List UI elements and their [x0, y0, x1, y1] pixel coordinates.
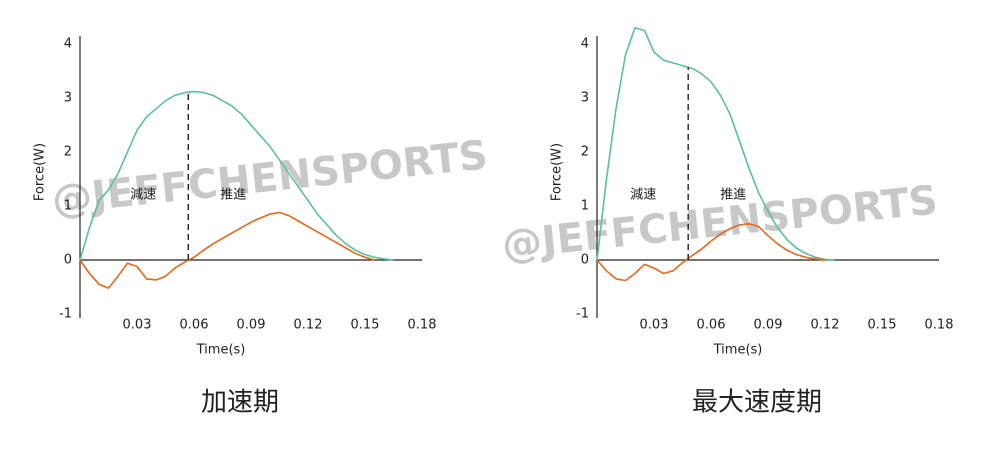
x-tick-label: 0.18: [408, 318, 437, 333]
line-series: [79, 211, 375, 289]
y-tick-label: 0: [581, 253, 589, 268]
x-tick-label: 0.09: [237, 318, 266, 333]
y-axis-label: Force(W): [33, 143, 48, 201]
annotation: 減速: [630, 187, 656, 203]
chart-title: 加速期: [201, 388, 279, 418]
x-tick-label: 0.09: [754, 318, 783, 333]
x-tick-label: 0.06: [180, 318, 209, 333]
annotation: 推進: [720, 188, 746, 203]
y-tick-label: 4: [64, 37, 72, 52]
x-tick-label: 0.12: [811, 318, 840, 333]
y-tick-label: 1: [581, 199, 589, 214]
chart-title: 最大速度期: [692, 388, 822, 418]
x-axis-label: Time(s): [196, 343, 246, 358]
x-tick-label: 0.12: [294, 318, 323, 333]
y-tick-label: -1: [59, 307, 72, 322]
x-tick-label: 0.03: [123, 318, 152, 333]
annotation: 減速: [130, 187, 156, 203]
annotation: 推進: [220, 188, 246, 203]
y-tick-label: 2: [64, 145, 72, 160]
y-tick-label: 4: [581, 37, 589, 52]
x-tick-label: 0.15: [868, 318, 897, 333]
y-axis-label: Force(W): [550, 143, 565, 201]
line-series: [596, 223, 826, 282]
x-tick-label: 0.06: [697, 318, 726, 333]
y-tick-label: 2: [581, 145, 589, 160]
line-series: [596, 27, 835, 261]
y-tick-label: 3: [581, 91, 589, 106]
y-tick-label: 0: [64, 253, 72, 268]
x-axis-label: Time(s): [713, 343, 763, 358]
y-tick-label: -1: [576, 307, 589, 322]
line-series: [79, 90, 394, 261]
x-tick-label: 0.18: [925, 318, 954, 333]
x-tick-label: 0.15: [351, 318, 380, 333]
x-tick-label: 0.03: [640, 318, 669, 333]
y-tick-label: 1: [64, 199, 72, 214]
y-tick-label: 3: [64, 91, 72, 106]
